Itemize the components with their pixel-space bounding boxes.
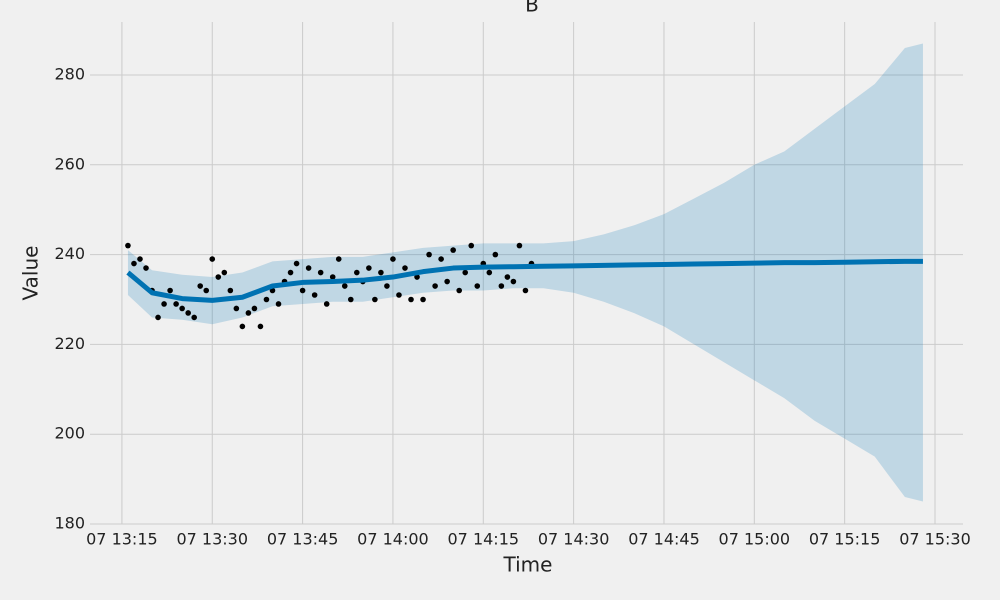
observation-point xyxy=(185,310,191,316)
observation-point xyxy=(426,251,432,258)
observation-point xyxy=(305,265,312,271)
observation-point xyxy=(462,269,469,276)
observation-point xyxy=(510,278,517,285)
observation-point xyxy=(408,296,414,303)
y-tick-label: 280 xyxy=(54,64,85,83)
observation-point xyxy=(486,269,493,276)
observation-point xyxy=(456,287,462,294)
observation-point xyxy=(329,274,336,280)
x-tick-label: 07 14:00 xyxy=(357,530,429,549)
observation-point xyxy=(299,287,306,294)
forecast-line xyxy=(126,258,923,303)
x-tick-label: 07 13:45 xyxy=(267,530,339,549)
observation-point xyxy=(275,301,282,307)
observation-point xyxy=(227,287,234,294)
x-tick-label: 07 14:30 xyxy=(538,530,610,549)
observation-point xyxy=(215,274,222,280)
observation-point xyxy=(131,260,137,267)
y-tick-label: 260 xyxy=(54,154,85,173)
y-tick-label: 220 xyxy=(54,334,85,353)
observation-point xyxy=(498,283,505,289)
observation-point xyxy=(143,265,149,271)
observation-point xyxy=(311,292,318,298)
observation-point xyxy=(378,269,384,276)
observation-point xyxy=(414,274,420,280)
observation-point xyxy=(173,301,179,307)
observation-point xyxy=(167,287,173,294)
observation-point xyxy=(191,314,197,321)
observation-point xyxy=(438,256,444,262)
observation-point xyxy=(335,256,342,262)
observation-point xyxy=(137,256,143,262)
observation-point xyxy=(402,265,408,271)
observation-point xyxy=(341,283,348,289)
observation-point xyxy=(396,292,402,298)
y-tick-label: 240 xyxy=(54,244,85,263)
observation-point xyxy=(516,242,523,249)
x-tick-label: 07 13:15 xyxy=(86,530,158,549)
observation-point xyxy=(468,242,475,249)
x-tick-label: 07 14:45 xyxy=(628,530,700,549)
observation-point xyxy=(420,296,426,303)
x-tick-label: 07 14:15 xyxy=(448,530,520,549)
observation-point xyxy=(161,301,167,307)
observation-point xyxy=(474,283,481,289)
observation-point xyxy=(179,305,185,312)
observation-point xyxy=(323,301,330,307)
x-axis-title: Time xyxy=(503,553,553,577)
observation-point xyxy=(197,283,204,289)
x-tick-label: 07 15:00 xyxy=(719,530,791,549)
y-tick-label: 200 xyxy=(54,424,85,443)
observation-point xyxy=(221,269,228,276)
y-tick-label: 180 xyxy=(54,514,85,533)
observation-point xyxy=(263,296,270,303)
observation-point xyxy=(251,305,258,312)
observation-point xyxy=(317,269,324,276)
observation-point xyxy=(492,251,499,258)
observation-point xyxy=(293,260,300,267)
observation-point xyxy=(347,296,354,303)
observation-point xyxy=(444,278,450,285)
observation-point xyxy=(366,265,372,271)
observation-point xyxy=(245,310,252,316)
observation-point xyxy=(504,274,511,280)
observation-point xyxy=(233,305,240,312)
observation-point xyxy=(287,269,294,276)
x-tick-label: 07 15:30 xyxy=(899,530,971,549)
observation-point xyxy=(125,242,131,249)
observation-point xyxy=(209,256,216,262)
observation-point xyxy=(239,323,246,330)
observation-point xyxy=(384,283,390,289)
observation-point xyxy=(372,296,378,303)
uncertainty-band xyxy=(127,43,923,502)
observation-point xyxy=(203,287,210,294)
x-tick-label: 07 13:30 xyxy=(176,530,248,549)
observation-point xyxy=(155,314,161,321)
observation-point xyxy=(354,269,360,276)
observation-point xyxy=(450,247,456,253)
observation-point xyxy=(257,323,264,330)
x-tick-label: 07 15:15 xyxy=(809,530,881,549)
chart-title: B xyxy=(525,0,539,17)
observation-point xyxy=(522,287,529,294)
observation-point xyxy=(432,283,438,289)
y-axis-title: Value xyxy=(19,246,43,301)
observation-point xyxy=(390,256,396,262)
